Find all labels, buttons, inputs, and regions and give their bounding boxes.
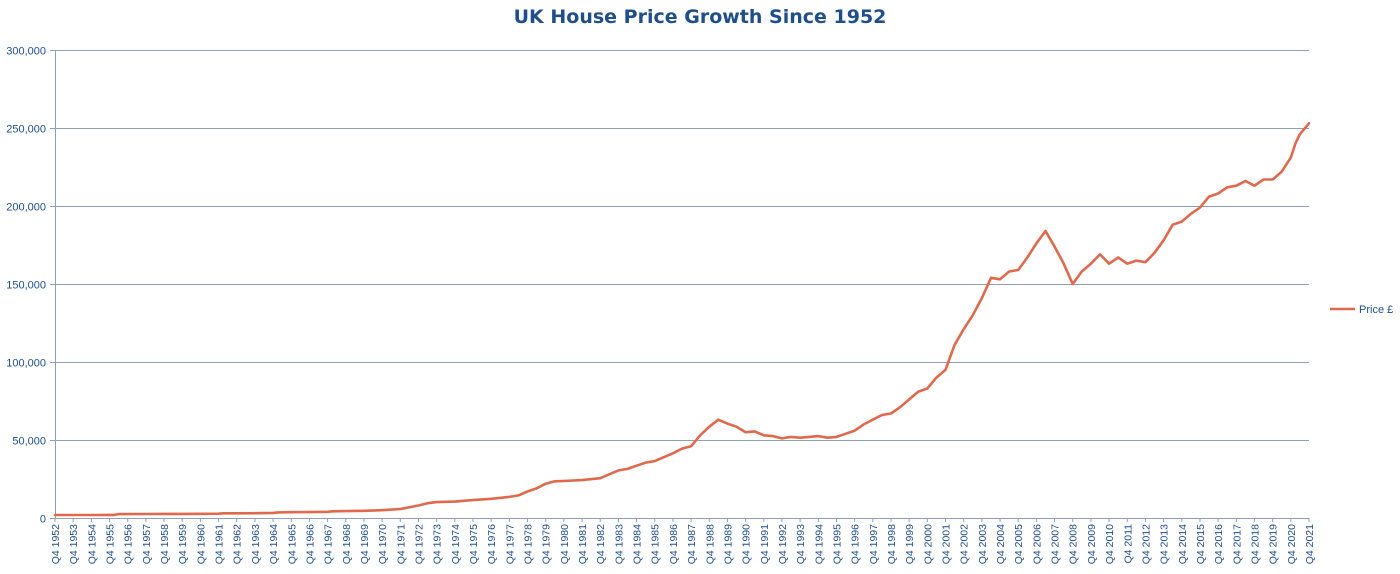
x-tick-label: Q4 1963 [250, 524, 262, 564]
series-line-price [53, 122, 1311, 517]
x-tick-label: Q4 2013 [1159, 524, 1171, 564]
x-tick-label: Q4 1980 [559, 524, 571, 564]
x-tick-label: Q4 1996 [850, 524, 862, 564]
x-tick-label: Q4 1964 [268, 524, 280, 564]
x-tick-label: Q4 2014 [1177, 524, 1189, 564]
chart-title: UK House Price Growth Since 1952 [513, 6, 887, 28]
x-tick-label: Q4 2021 [1304, 524, 1316, 564]
legend: Price £ [1330, 304, 1393, 316]
x-tick-label: Q4 1991 [759, 524, 771, 564]
x-tick-label: Q4 2017 [1231, 524, 1243, 564]
x-tick-label: Q4 2008 [1068, 524, 1080, 564]
x-tick-label: Q4 1973 [432, 524, 444, 564]
x-tick-label: Q4 1967 [323, 524, 335, 564]
x-tick-label: Q4 1959 [177, 524, 189, 564]
x-axis: Q4 1952 Q4 1953 Q4 1954 Q4 1955 Q4 1956 Q4 19… [50, 518, 1316, 564]
x-tick-label: Q4 2006 [1031, 524, 1043, 564]
x-tick-label: Q4 1983 [613, 524, 625, 564]
x-tick-label: Q4 2020 [1286, 524, 1298, 564]
x-tick-label: Q4 1982 [595, 524, 607, 564]
y-tick-label: 50,000 [12, 436, 46, 448]
x-tick-label: Q4 1958 [159, 524, 171, 564]
x-tick-label: Q4 1978 [523, 524, 535, 564]
x-tick-label: Q4 2000 [922, 524, 934, 564]
x-tick-label: Q4 2019 [1268, 524, 1280, 564]
x-tick-label: Q4 1987 [686, 524, 698, 564]
x-tick-label: Q4 1989 [722, 524, 734, 564]
y-tick-label: 100,000 [6, 358, 46, 370]
x-tick-label: Q4 1981 [577, 524, 589, 564]
x-tick-label: Q4 2009 [1086, 524, 1098, 564]
x-tick-label: Q4 1998 [886, 524, 898, 564]
y-tick-label: 200,000 [6, 202, 46, 214]
y-tick-label: 0 [40, 514, 46, 526]
x-tick-label: Q4 1985 [650, 524, 662, 564]
x-tick-label: Q4 1953 [68, 524, 80, 564]
x-tick-label: Q4 1994 [813, 524, 825, 564]
x-tick-label: Q4 2002 [959, 524, 971, 564]
x-tick-label: Q4 1970 [377, 524, 389, 564]
x-tick-label: Q4 1961 [214, 524, 226, 564]
x-tick-label: Q4 2007 [1050, 524, 1062, 564]
x-tick-label: Q4 1976 [486, 524, 498, 564]
x-tick-label: Q4 1984 [632, 524, 644, 564]
x-tick-label: Q4 1992 [777, 524, 789, 564]
x-tick-label: Q4 1974 [450, 524, 462, 564]
x-tick-label: Q4 1995 [831, 524, 843, 564]
x-tick-label: Q4 2015 [1195, 524, 1207, 564]
x-tick-label: Q4 2011 [1122, 524, 1134, 564]
x-tick-label: Q4 1997 [868, 524, 880, 564]
x-tick-label: Q4 2016 [1213, 524, 1225, 564]
x-tick-label: Q4 1952 [50, 524, 62, 564]
x-tick-label: Q4 1993 [795, 524, 807, 564]
x-tick-label: Q4 2018 [1249, 524, 1261, 564]
x-tick-label: Q4 1956 [123, 524, 135, 564]
x-tick-label: Q4 1957 [141, 524, 153, 564]
x-tick-label: Q4 1954 [86, 524, 98, 564]
x-tick-label: Q4 1986 [668, 524, 680, 564]
y-tick-label: 300,000 [6, 46, 46, 58]
x-tick-label: Q4 1971 [395, 524, 407, 564]
x-tick-label: Q4 2010 [1104, 524, 1116, 564]
x-tick-label: Q4 1972 [413, 524, 425, 564]
legend-label: Price £ [1359, 304, 1393, 316]
gridlines [55, 50, 1309, 441]
x-tick-label: Q4 1955 [105, 524, 117, 564]
x-tick-label: Q4 1960 [195, 524, 207, 564]
x-tick-label: Q4 2012 [1140, 524, 1152, 564]
x-tick-label: Q4 1999 [904, 524, 916, 564]
x-tick-label: Q4 1975 [468, 524, 480, 564]
y-tick-label: 250,000 [6, 124, 46, 136]
x-tick-label: Q4 1977 [504, 524, 516, 564]
x-tick-label: Q4 1962 [232, 524, 244, 564]
x-tick-label: Q4 1966 [304, 524, 316, 564]
x-tick-label: Q4 1969 [359, 524, 371, 564]
x-tick-label: Q4 2004 [995, 524, 1007, 564]
y-tick-label: 150,000 [6, 280, 46, 292]
x-tick-label: Q4 2001 [941, 524, 953, 564]
y-axis: 0 50,000 100,000 150,000 200,000 250,000 300,0… [6, 46, 56, 526]
x-tick-label: Q4 1988 [704, 524, 716, 564]
x-tick-label: Q4 1990 [741, 524, 753, 564]
x-tick-label: Q4 1968 [341, 524, 353, 564]
x-tick-label: Q4 1979 [541, 524, 553, 564]
x-tick-label: Q4 2003 [977, 524, 989, 564]
x-tick-label: Q4 1965 [286, 524, 298, 564]
x-tick-label: Q4 2005 [1013, 524, 1025, 564]
series-layer [53, 122, 1311, 517]
